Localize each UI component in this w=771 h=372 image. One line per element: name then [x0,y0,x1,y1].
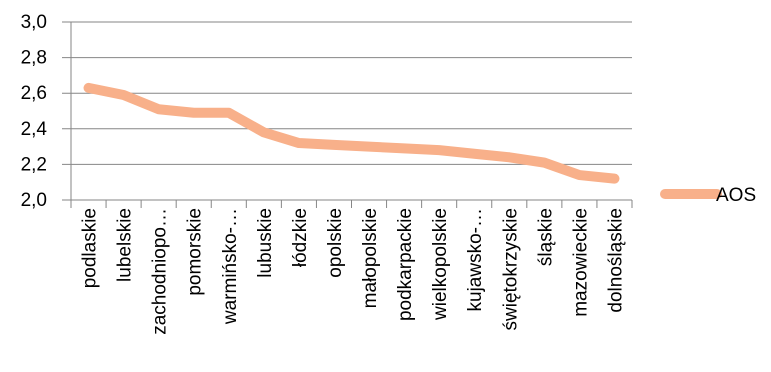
y-tick-label: 2,6 [21,83,47,104]
x-tick-label: wielkopolskie [430,208,451,321]
x-tick-label: lubelskie [115,208,136,282]
y-tick-label: 2,4 [21,119,48,140]
data-point [88,87,90,89]
data-point [438,149,440,151]
x-tick-label: lubuskie [255,208,276,278]
data-point [263,131,265,133]
x-tick-label: podkarpackie [395,208,416,321]
data-point [613,178,615,180]
data-point [473,153,475,155]
y-tick-label: 2,2 [21,154,47,175]
x-tick-label: podlaskie [80,208,101,288]
y-tick-label: 3,0 [21,12,47,33]
data-point [403,147,405,149]
legend-label-aos: AOS [716,185,756,206]
x-tick-label: dolnośląskie [605,208,626,313]
data-point [228,112,230,114]
series-line-aos [83,82,620,184]
x-tick-label: małopolskie [360,208,381,308]
x-tick-label: łódzkie [290,208,311,267]
x-tick-label: pomorskie [185,208,206,296]
x-tick-label: kujawsko-… [465,208,486,311]
data-point [578,174,580,176]
data-point [368,146,370,148]
x-tick-label: zachodniopo… [150,208,171,335]
series-group [83,82,620,184]
y-axis-ticks: 2,0 2,2 2,4 2,6 2,8 3,0 [21,12,48,211]
data-point [543,162,545,164]
legend: AOS [660,185,756,206]
x-tick-label: śląskie [535,208,556,266]
data-point [508,156,510,158]
y-tick-label: 2,0 [21,190,47,211]
y-tick-label: 2,8 [21,48,47,69]
x-axis: podlaskie lubelskie zachodniopo… pomorskie w… [70,200,633,335]
data-point [193,112,195,114]
gridlines [62,21,632,201]
x-tick-label: świętokrzyskie [500,208,521,330]
data-point [333,144,335,146]
data-point [298,142,300,144]
x-tick-label: warmińsko-… [220,208,241,325]
x-tick-label: opolskie [325,208,346,278]
data-point [158,108,160,110]
x-tick-label: mazowieckie [570,208,591,317]
data-point [123,94,125,96]
